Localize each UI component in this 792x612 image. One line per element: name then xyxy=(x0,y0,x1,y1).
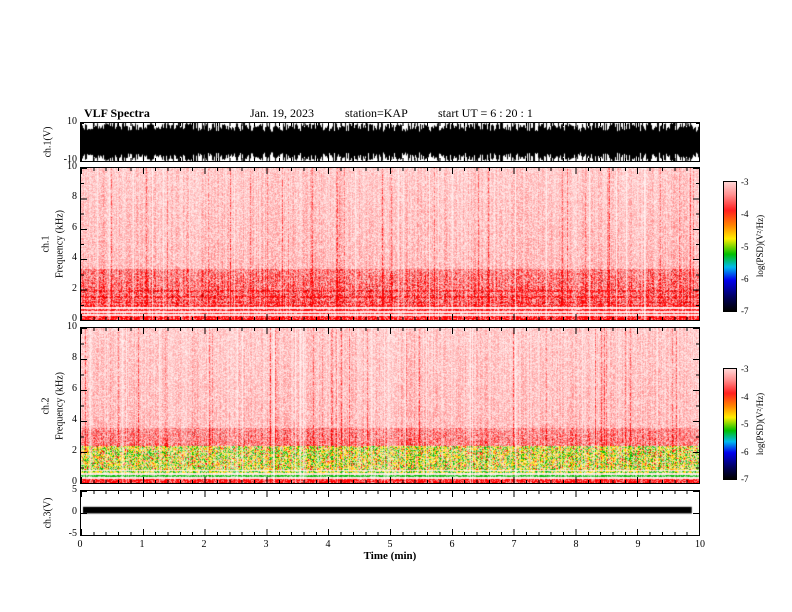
y-tick-label: 4 xyxy=(72,252,77,264)
y-tick-label: 4 xyxy=(72,414,77,425)
colorbar-tick-label: -3 xyxy=(741,177,749,187)
ch1-colorbar xyxy=(723,181,737,312)
x-tick-label: 2 xyxy=(201,539,207,550)
colorbar-tick-label: -7 xyxy=(741,306,749,316)
colorbar2-label: log(PSD)(V²/Hz) xyxy=(755,392,765,456)
ch1-voltage-axis-label: ch.1(V) xyxy=(42,126,54,158)
ch1-spectrogram-panel xyxy=(80,167,700,321)
colorbar-tick-label: -5 xyxy=(741,419,749,429)
y-tick-label: 10 xyxy=(67,161,77,172)
x-tick-label: 8 xyxy=(573,539,579,550)
y-tick-label: 8 xyxy=(72,191,77,203)
x-tick-label: 3 xyxy=(263,539,269,550)
y-tick-label: -5 xyxy=(68,528,77,539)
ch2-spectrogram-panel xyxy=(80,327,700,484)
y-tick-label: 0 xyxy=(72,313,77,324)
x-tick-label: 1 xyxy=(139,539,145,550)
colorbar-tick-label: -4 xyxy=(741,391,749,402)
figure-start-ut: start UT = 6 : 20 : 1 xyxy=(438,106,533,120)
colorbar-tick-label: -6 xyxy=(741,446,749,457)
ch1-channel-label: ch.1 xyxy=(40,235,52,253)
y-tick-label: -10 xyxy=(63,154,77,165)
colorbar-tick-label: -7 xyxy=(741,474,749,484)
x-tick-label: 10 xyxy=(695,539,705,550)
y-tick-label: 10 xyxy=(67,116,77,127)
colorbar-tick-label: -5 xyxy=(741,241,749,252)
ch2-spectrogram-canvas xyxy=(81,328,699,483)
ch3-trace-canvas xyxy=(81,491,699,535)
x-tick-label: 9 xyxy=(635,539,641,550)
ch3-trace-panel xyxy=(80,490,700,536)
x-tick-label: 0 xyxy=(77,539,83,550)
y-tick-label: 0 xyxy=(72,506,77,517)
ch1-frequency-axis-label: Frequency (kHz) xyxy=(54,209,66,279)
y-tick-label: 8 xyxy=(72,352,77,363)
colorbar-tick-label: -6 xyxy=(741,273,749,284)
y-tick-label: 5 xyxy=(72,484,77,495)
y-tick-label: 10 xyxy=(67,321,77,332)
y-tick-label: 2 xyxy=(72,445,77,456)
ch1-waveform-panel xyxy=(80,122,700,162)
ch2-colorbar-canvas xyxy=(724,369,736,479)
colorbar-tick-label: -4 xyxy=(741,209,749,220)
x-tick-label: 5 xyxy=(387,539,393,550)
colorbar-tick-label: -3 xyxy=(741,364,749,374)
x-axis-label: Time (min) xyxy=(363,550,417,562)
ch1-spectrogram-canvas xyxy=(81,168,699,320)
figure-title: VLF Spectra xyxy=(84,106,150,120)
y-tick-label: 6 xyxy=(72,221,77,233)
figure-station: station=KAP xyxy=(345,106,408,120)
x-tick-label: 4 xyxy=(325,539,331,550)
figure-date: Jan. 19, 2023 xyxy=(250,106,314,120)
colorbar1-label: log(PSD)(V²/Hz) xyxy=(755,214,765,278)
x-tick-label: 7 xyxy=(511,539,517,550)
x-tick-label: 6 xyxy=(449,539,455,550)
ch2-colorbar xyxy=(723,368,737,480)
ch2-frequency-axis-label: Frequency (kHz) xyxy=(54,371,66,441)
ch1-colorbar-canvas xyxy=(724,182,736,311)
ch1-waveform-canvas xyxy=(81,123,699,161)
ch2-channel-label: ch.2 xyxy=(40,397,52,415)
y-tick-label: 0 xyxy=(72,476,77,487)
y-tick-label: 6 xyxy=(72,383,77,394)
y-tick-label: 2 xyxy=(72,282,77,294)
